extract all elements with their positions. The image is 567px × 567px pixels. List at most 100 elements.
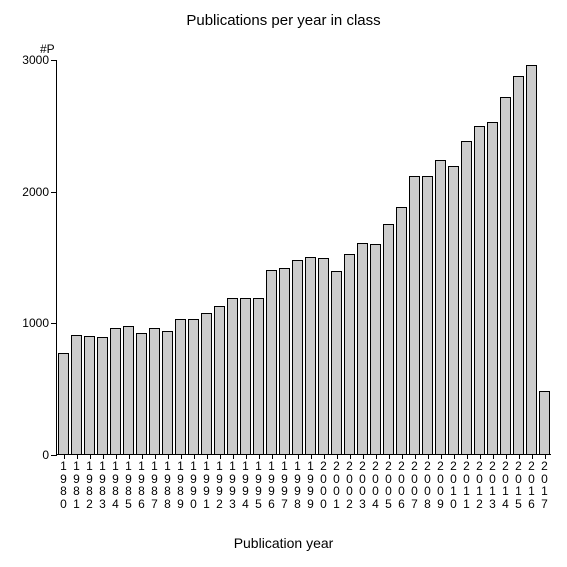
bar-slot: 2 0 0 0 (317, 60, 330, 454)
bar (175, 319, 187, 454)
x-tick-label: 1 9 9 7 (281, 460, 288, 510)
x-tick-label: 2 0 1 5 (515, 460, 522, 510)
x-tick-label: 1 9 9 4 (242, 460, 249, 510)
x-tick-label: 2 0 0 1 (333, 460, 340, 510)
bar-slot: 2 0 1 5 (512, 60, 525, 454)
x-tick-label: 2 0 0 6 (398, 460, 405, 510)
bar (58, 353, 70, 454)
bar (500, 97, 512, 454)
x-tick-label: 1 9 9 3 (229, 460, 236, 510)
bar-slot: 2 0 1 7 (538, 60, 551, 454)
x-tick-label: 2 0 1 3 (489, 460, 496, 510)
bar-slot: 1 9 8 1 (70, 60, 83, 454)
bar-slot: 1 9 9 1 (200, 60, 213, 454)
y-tick (51, 60, 57, 61)
bar (305, 257, 317, 454)
y-tick (51, 192, 57, 193)
bar-slot: 2 0 0 2 (343, 60, 356, 454)
plot-area: 1 9 8 01 9 8 11 9 8 21 9 8 31 9 8 41 9 8… (56, 60, 551, 455)
bar (370, 244, 382, 454)
bar (396, 207, 408, 454)
x-tick-label: 2 0 0 5 (385, 460, 392, 510)
bar (201, 313, 213, 454)
bar (513, 76, 525, 454)
y-tick (51, 323, 57, 324)
bar-slot: 1 9 9 3 (226, 60, 239, 454)
x-tick-label: 1 9 8 1 (73, 460, 80, 510)
x-tick-label: 1 9 8 6 (138, 460, 145, 510)
bar-slot: 1 9 8 6 (135, 60, 148, 454)
bar (344, 254, 356, 454)
x-tick-label: 1 9 8 9 (177, 460, 184, 510)
bar (539, 391, 551, 454)
bar (110, 328, 122, 454)
x-tick-label: 2 0 1 2 (476, 460, 483, 510)
bar-slot: 2 0 0 4 (369, 60, 382, 454)
bar-slot: 1 9 8 8 (161, 60, 174, 454)
bar (409, 176, 421, 454)
bar-slot: 1 9 8 4 (109, 60, 122, 454)
bar-slot: 1 9 9 9 (304, 60, 317, 454)
x-tick-label: 1 9 8 4 (112, 460, 119, 510)
bar-slot: 1 9 9 6 (265, 60, 278, 454)
chart-container: Publications per year in class #P 1 9 8 … (0, 0, 567, 567)
y-tick-label: 1000 (22, 316, 49, 330)
bar-slot: 1 9 9 8 (291, 60, 304, 454)
bar (383, 224, 395, 454)
bar (292, 260, 304, 454)
x-axis-label: Publication year (0, 535, 567, 551)
bar (279, 268, 291, 454)
bars-group: 1 9 8 01 9 8 11 9 8 21 9 8 31 9 8 41 9 8… (57, 60, 551, 454)
bar (123, 326, 135, 454)
bar (526, 65, 538, 454)
bar-slot: 2 0 0 8 (421, 60, 434, 454)
x-tick-label: 2 0 0 3 (359, 460, 366, 510)
bar (188, 319, 200, 454)
bar (162, 331, 174, 454)
x-tick-label: 2 0 0 0 (320, 460, 327, 510)
bar-slot: 1 9 8 3 (96, 60, 109, 454)
bar (331, 271, 343, 454)
y-tick-label: 0 (42, 448, 49, 462)
bar-slot: 1 9 9 0 (187, 60, 200, 454)
bar-slot: 1 9 9 2 (213, 60, 226, 454)
bar-slot: 2 0 1 4 (499, 60, 512, 454)
bar-slot: 1 9 9 5 (252, 60, 265, 454)
x-tick-label: 1 9 9 1 (203, 460, 210, 510)
bar (227, 298, 239, 454)
y-tick-label: 2000 (22, 185, 49, 199)
x-tick-label: 1 9 9 6 (268, 460, 275, 510)
chart-title: Publications per year in class (0, 12, 567, 29)
bar (253, 298, 265, 454)
bar (266, 270, 278, 454)
y-tick (51, 455, 57, 456)
x-tick-label: 1 9 9 2 (216, 460, 223, 510)
bar-slot: 2 0 0 6 (395, 60, 408, 454)
bar (422, 176, 434, 454)
bar (136, 333, 148, 454)
bar (240, 298, 252, 454)
bar (149, 328, 161, 454)
bar (461, 141, 473, 454)
x-tick-label: 2 0 1 6 (528, 460, 535, 510)
x-tick-label: 2 0 1 0 (450, 460, 457, 510)
y-tick-label: 3000 (22, 53, 49, 67)
x-tick-label: 1 9 9 9 (307, 460, 314, 510)
x-tick-label: 1 9 8 7 (151, 460, 158, 510)
x-tick-label: 2 0 0 7 (411, 460, 418, 510)
bar-slot: 2 0 0 1 (330, 60, 343, 454)
x-tick-label: 2 0 0 9 (437, 460, 444, 510)
bar (435, 160, 447, 454)
bar (97, 337, 109, 454)
bar (214, 306, 226, 454)
bar (357, 243, 369, 454)
bar (71, 335, 83, 455)
bar-slot: 2 0 1 6 (525, 60, 538, 454)
x-tick-label: 1 9 8 2 (86, 460, 93, 510)
bar-slot: 2 0 0 9 (434, 60, 447, 454)
bar-slot: 1 9 8 5 (122, 60, 135, 454)
x-tick-label: 1 9 8 0 (60, 460, 67, 510)
bar-slot: 2 0 1 2 (473, 60, 486, 454)
bar (487, 122, 499, 454)
bar-slot: 2 0 1 3 (486, 60, 499, 454)
